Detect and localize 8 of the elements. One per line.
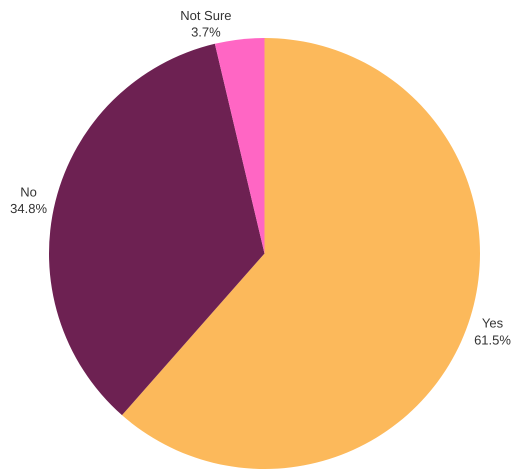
data-label: 61.5% [474, 332, 512, 348]
pie-slice [214, 38, 264, 254]
data-label: 34.8% [10, 201, 48, 216]
slice-label: No [20, 184, 37, 200]
slice-label: Not Sure [180, 8, 232, 23]
slice-label: Yes [482, 316, 504, 331]
data-label: 3.7% [191, 24, 222, 40]
pie-slice [49, 44, 264, 416]
